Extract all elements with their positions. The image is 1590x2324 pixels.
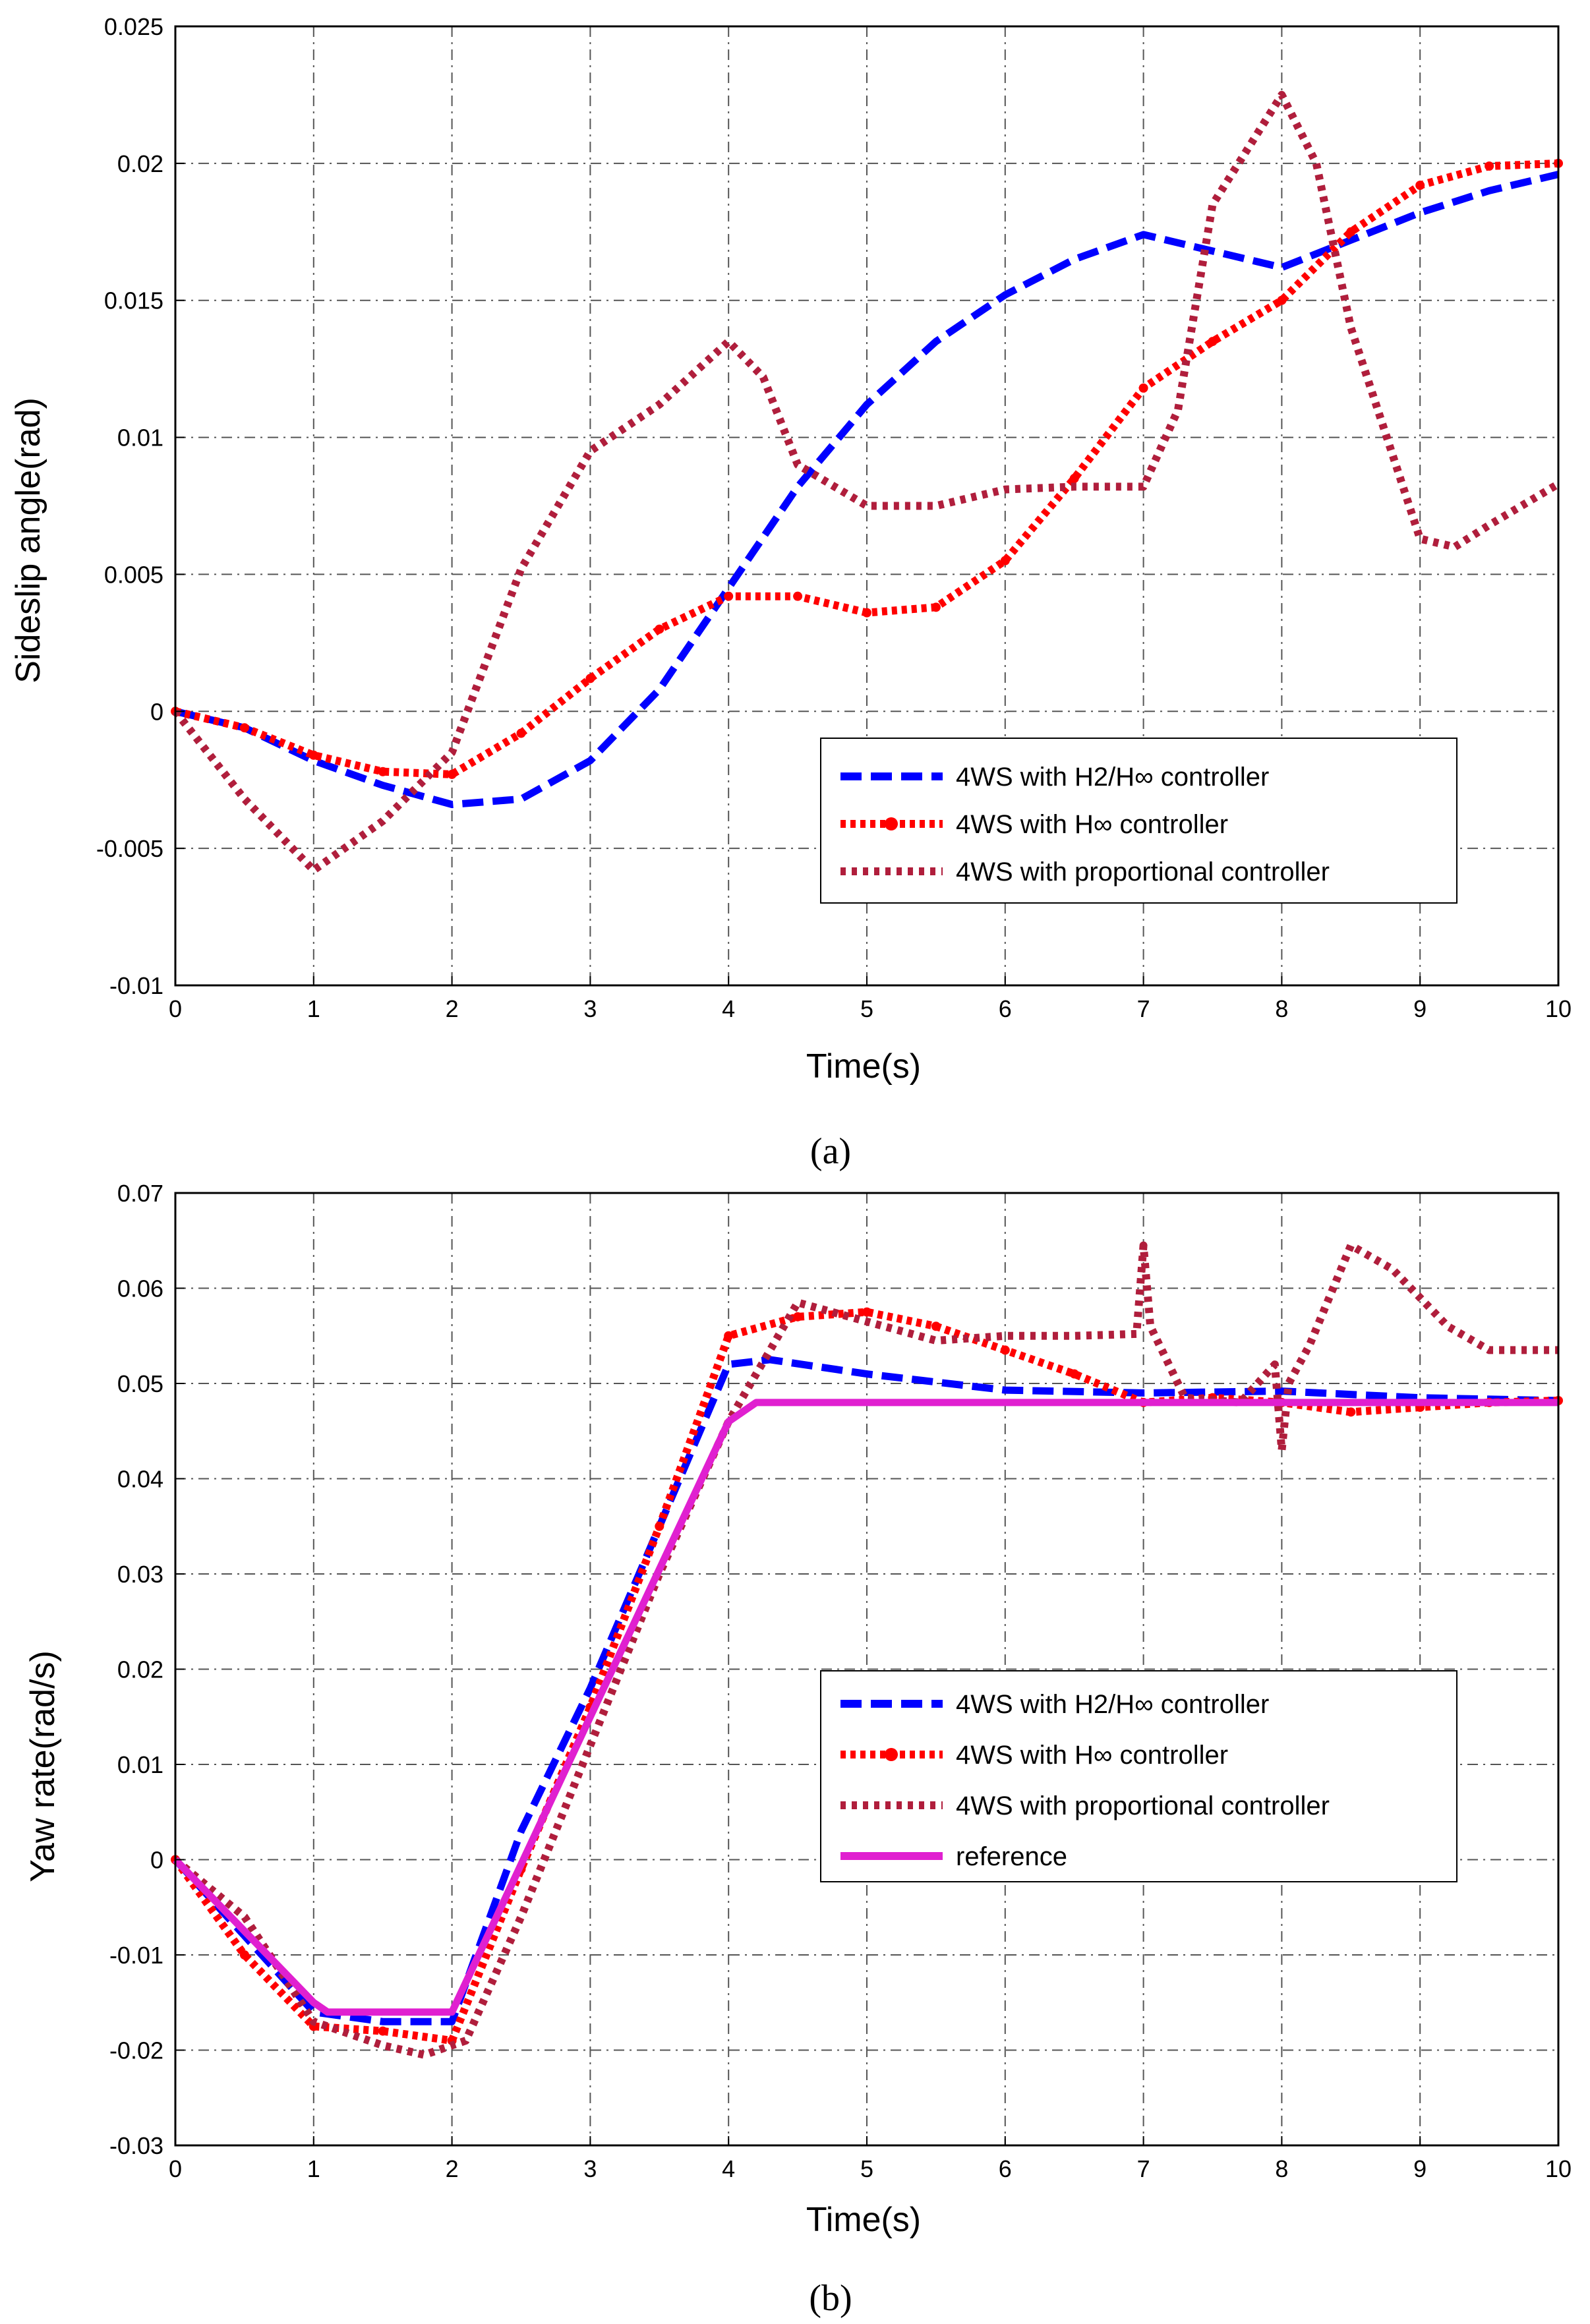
- x-tick-label-a-3: 3: [583, 995, 597, 1022]
- x-tick-label-a-2: 2: [446, 995, 459, 1022]
- y-tick-label-b-4: 0.01: [117, 1751, 163, 1778]
- x-tick-label-a-5: 5: [860, 995, 873, 1022]
- x-tick-label-b-2: 2: [446, 2155, 459, 2182]
- series-point-a-1-17: [1346, 227, 1356, 237]
- legend-label-a-2: 4WS with proportional controller: [956, 857, 1330, 886]
- series-point-b-1-17: [1346, 1407, 1356, 1417]
- y-tick-label-b-7: 0.04: [117, 1466, 163, 1493]
- series-line-a-2: [172, 90, 1561, 875]
- y-tick-label-a-7: 0.025: [104, 13, 163, 40]
- y-tick-label-a-3: 0.005: [104, 561, 163, 588]
- x-tick-label-b-4: 4: [722, 2155, 735, 2182]
- series-point-a-1-15: [1208, 337, 1218, 347]
- series-point-b-1-8: [724, 1331, 734, 1341]
- y-tick-label-a-5: 0.015: [104, 287, 163, 314]
- series-point-b-1-7: [655, 1521, 664, 1531]
- x-axis-label-b: Time(s): [806, 2201, 921, 2239]
- caption-b: (b): [809, 2278, 852, 2319]
- series-point-a-1-7: [655, 624, 664, 634]
- y-tick-label-b-10: 0.07: [117, 1180, 163, 1207]
- y-tick-label-a-6: 0.02: [117, 150, 163, 177]
- x-tick-label-b-0: 0: [169, 2155, 182, 2182]
- series-point-a-1-5: [516, 728, 526, 738]
- x-tick-label-a-6: 6: [999, 995, 1012, 1022]
- series-point-a-1-12: [1000, 556, 1010, 566]
- legend-label-b-0: 4WS with H2/H∞ controller: [956, 1690, 1269, 1719]
- y-tick-label-b-0: -0.03: [109, 2132, 163, 2159]
- x-tick-label-b-5: 5: [860, 2155, 873, 2182]
- series-point-b-1-12: [1000, 1345, 1010, 1355]
- y-axis-label-b: Yaw rate(rad/s): [24, 1650, 62, 1882]
- series-point-a-1-13: [1069, 473, 1079, 483]
- series-line-b-2: [173, 1241, 1558, 2059]
- legend-marker-a-1: [885, 817, 898, 830]
- legend-b: 4WS with H2/H∞ controller 4WS with H∞ co…: [820, 1670, 1458, 1882]
- x-tick-label-b-7: 7: [1137, 2155, 1150, 2182]
- x-tick-label-a-10: 10: [1545, 995, 1572, 1022]
- series-point-a-1-4: [447, 769, 457, 779]
- series-point-a-1-10: [862, 608, 871, 618]
- series-line-b-3: [173, 1399, 1558, 2016]
- x-tick-label-a-9: 9: [1413, 995, 1427, 1022]
- y-axis-label-a: Sideslip angle(rad): [9, 397, 47, 683]
- x-tick-label-b-1: 1: [307, 2155, 320, 2182]
- x-tick-label-a-7: 7: [1137, 995, 1150, 1022]
- series-point-a-1-16: [1277, 295, 1287, 305]
- legend-marker-b-1: [885, 1748, 898, 1761]
- series-point-b-1-13: [1069, 1369, 1079, 1379]
- legend-box-a: [820, 738, 1458, 904]
- legend-box-b: [820, 1670, 1458, 1882]
- series-point-a-1-11: [931, 602, 941, 612]
- y-tick-label-b-9: 0.06: [117, 1275, 163, 1302]
- series-point-a-1-18: [1415, 181, 1425, 190]
- series-point-a-1-14: [1138, 383, 1148, 393]
- series-point-a-1-1: [239, 723, 249, 733]
- x-tick-label-a-8: 8: [1275, 995, 1288, 1022]
- y-tick-label-a-0: -0.01: [109, 972, 163, 999]
- x-tick-label-b-10: 10: [1545, 2155, 1572, 2182]
- y-tick-label-b-2: -0.01: [109, 1942, 163, 1969]
- series-point-a-1-19: [1485, 161, 1494, 171]
- x-tick-label-a-4: 4: [722, 995, 735, 1022]
- legend-label-a-1: 4WS with H∞ controller: [956, 810, 1228, 839]
- series-line-a-0: [174, 171, 1560, 809]
- x-tick-label-a-0: 0: [169, 995, 182, 1022]
- chart-b: 0 1 2 3 4 5 6 7 8 9 10 -0.03 -0.02 -0.01 0 0.01 0.02 0.03…: [24, 1180, 1572, 2319]
- x-tick-label-b-8: 8: [1275, 2155, 1288, 2182]
- chart-a: 0 1 2 3 4 5 6 7 8 9 10 -0.01 -0.005 0 0.005 0.01 0.015 0.…: [9, 13, 1572, 1172]
- legend-a: 4WS with H2/H∞ controller 4WS with H∞ co…: [820, 738, 1458, 904]
- x-tick-label-a-1: 1: [307, 995, 320, 1022]
- series-line-b-1: [172, 1308, 1559, 2045]
- series-point-a-1-8: [724, 591, 734, 601]
- x-tick-label-b-3: 3: [583, 2155, 597, 2182]
- series-point-b-1-9: [793, 1312, 803, 1322]
- series-point-a-1-2: [309, 750, 318, 760]
- x-axis-label-a: Time(s): [806, 1047, 921, 1086]
- y-tick-label-b-6: 0.03: [117, 1561, 163, 1588]
- series-point-b-1-10: [862, 1307, 871, 1317]
- y-tick-label-b-8: 0.05: [117, 1370, 163, 1397]
- y-tick-label-a-2: 0: [150, 698, 163, 725]
- series-point-a-1-6: [585, 674, 595, 683]
- series-point-a-1-9: [793, 591, 803, 601]
- y-tick-label-a-1: -0.005: [96, 835, 163, 862]
- y-tick-label-a-4: 0.01: [117, 424, 163, 451]
- series-point-b-1-1: [239, 1950, 249, 1960]
- legend-label-a-0: 4WS with H2/H∞ controller: [956, 763, 1269, 792]
- legend-label-b-3: reference: [956, 1842, 1067, 1871]
- y-tick-label-b-3: 0: [150, 1847, 163, 1874]
- legend-label-b-1: 4WS with H∞ controller: [956, 1741, 1228, 1770]
- series-point-b-1-3: [378, 2026, 388, 2036]
- caption-a: (a): [810, 1131, 851, 1172]
- series-point-a-1-3: [378, 767, 388, 776]
- series-point-b-1-11: [931, 1322, 941, 1331]
- y-tick-label-b-1: -0.02: [109, 2037, 163, 2064]
- legend-label-b-2: 4WS with proportional controller: [956, 1791, 1330, 1820]
- x-tick-label-b-9: 9: [1413, 2155, 1427, 2182]
- x-tick-label-b-6: 6: [999, 2155, 1012, 2182]
- y-tick-label-b-5: 0.02: [117, 1656, 163, 1683]
